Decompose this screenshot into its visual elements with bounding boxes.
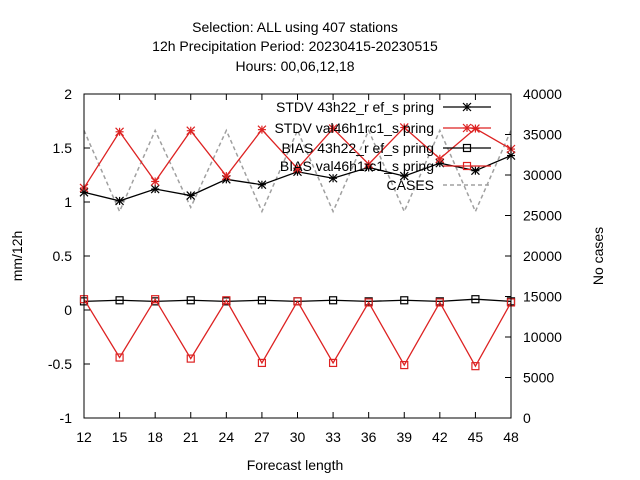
y-tick-label: -0.5 <box>48 356 72 372</box>
legend-item: CASES <box>387 177 491 193</box>
x-tick-label: 18 <box>147 429 163 445</box>
data-point <box>364 298 373 307</box>
series-3 <box>79 295 516 371</box>
data-point <box>470 166 480 176</box>
x-tick-label: 27 <box>254 429 270 445</box>
y2-tick-label: 30000 <box>523 167 562 183</box>
y-tick-label: 2 <box>64 86 72 102</box>
plot-series <box>79 123 516 371</box>
axis-ticks: 12 15 18 21 24 27 30 33 36 39 42 45 48 -1 -0.5 0 0.5 1 1.5… <box>48 86 562 445</box>
data-point <box>257 125 267 135</box>
data-point <box>471 362 480 371</box>
data-point <box>435 298 444 307</box>
x-axis-label: Forecast length <box>247 457 344 473</box>
series-line <box>83 297 512 368</box>
chart-title: Selection: ALL using 407 stations 12h Pr… <box>152 19 438 74</box>
y2-tick-label: 25000 <box>523 208 562 224</box>
y2-axis-label: No cases <box>590 227 606 285</box>
data-point <box>435 154 445 164</box>
legend-label: BIAS 43h22_r ef_s pring <box>281 140 434 156</box>
data-point <box>186 354 195 363</box>
data-point <box>328 296 338 305</box>
chart-title-line-1: Selection: ALL using 407 stations <box>192 19 398 35</box>
x-tick-label: 39 <box>396 429 412 445</box>
legend-label: CASES <box>387 177 434 193</box>
series-line <box>83 128 512 214</box>
data-point <box>151 295 160 304</box>
chart-title-line-3: Hours: 00,06,12,18 <box>235 58 354 74</box>
x-tick-label: 36 <box>361 429 377 445</box>
data-point <box>399 171 409 181</box>
x-tick-label: 12 <box>76 429 92 445</box>
data-point <box>328 173 338 183</box>
data-point <box>186 296 195 305</box>
y2-tick-label: 15000 <box>523 289 562 305</box>
x-tick-label: 42 <box>432 429 448 445</box>
x-tick-label: 24 <box>219 429 235 445</box>
legend-item: STDV 43h22_r ef_s pring <box>276 99 491 115</box>
legend: STDV 43h22_r ef_s pring STDV val46h1rc1_s… <box>274 99 491 193</box>
legend-label: STDV val46h1rc1_s pring <box>274 120 434 136</box>
data-point <box>364 159 374 169</box>
data-point <box>186 126 196 136</box>
legend-item: STDV val46h1rc1_s pring <box>274 120 491 136</box>
data-point <box>221 171 231 181</box>
data-point <box>186 191 196 200</box>
data-point <box>328 124 338 133</box>
legend-label: BIAS val46h1rc1_s pring <box>280 158 434 174</box>
legend-label: STDV 43h22_r ef_s pring <box>276 99 434 115</box>
y-tick-label: 0 <box>64 302 72 318</box>
series-4 <box>83 128 512 214</box>
x-tick-label: 33 <box>325 429 341 445</box>
y2-tick-label: 40000 <box>523 86 562 102</box>
data-point <box>222 296 231 305</box>
x-tick-label: 21 <box>183 429 199 445</box>
data-point <box>293 164 302 173</box>
legend-item: BIAS 43h22_r ef_s pring <box>281 140 491 156</box>
chart-title-line-2: 12h Precipitation Period: 20230415-20230… <box>152 38 438 54</box>
y-tick-label: 1 <box>64 194 72 210</box>
data-point <box>257 180 267 190</box>
x-tick-label: 48 <box>503 429 519 445</box>
y-tick-label: 1.5 <box>53 140 73 156</box>
data-point <box>150 177 160 186</box>
data-point <box>400 360 409 370</box>
x-tick-label: 15 <box>112 429 128 445</box>
y2-tick-label: 20000 <box>523 248 562 264</box>
data-point <box>115 296 124 305</box>
data-point <box>399 123 409 132</box>
x-tick-label: 45 <box>468 429 484 445</box>
y-tick-label: -1 <box>60 410 73 426</box>
data-point <box>257 296 267 305</box>
data-point <box>293 297 302 306</box>
y2-tick-label: 5000 <box>523 370 554 386</box>
y-axis-label: mm/12h <box>9 231 25 282</box>
y2-tick-label: 35000 <box>523 127 562 143</box>
data-point <box>328 358 338 368</box>
data-point <box>257 358 267 368</box>
data-point <box>400 296 409 305</box>
legend-item: BIAS val46h1rc1_s pring <box>280 158 491 174</box>
y-tick-label: 0.5 <box>53 248 73 264</box>
y2-tick-label: 0 <box>523 410 531 426</box>
data-point <box>115 196 125 206</box>
x-tick-label: 30 <box>290 429 306 445</box>
data-point <box>115 353 124 362</box>
y2-tick-label: 10000 <box>523 329 562 345</box>
data-point <box>150 184 160 194</box>
data-point <box>471 295 480 304</box>
data-point <box>115 127 125 137</box>
